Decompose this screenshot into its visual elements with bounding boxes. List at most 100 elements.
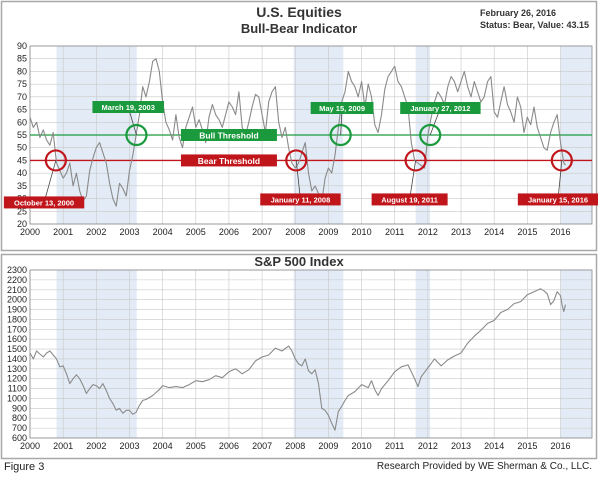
x-tick-label: 2004 [153, 227, 173, 237]
y-tick-label: 75 [17, 79, 27, 89]
report-date: February 26, 2016 [480, 8, 556, 18]
y-tick-label: 80 [17, 66, 27, 76]
y-tick-label: 40 [17, 168, 27, 178]
figure-label: Figure 3 [4, 461, 45, 473]
bear-threshold-label-text: Bear Threshold [198, 156, 260, 166]
y-tick-label: 2200 [7, 275, 27, 285]
x-tick-label: 2012 [418, 227, 438, 237]
y-tick-label: 20 [17, 219, 27, 229]
y-tick-label: 1300 [7, 364, 27, 374]
y-tick-label: 900 [12, 403, 27, 413]
x-tick-label: 2000 [20, 227, 40, 237]
x-tick-label: 2014 [484, 441, 504, 451]
x-tick-label: 2013 [451, 227, 471, 237]
y-tick-label: 65 [17, 105, 27, 115]
signal-leader-line [43, 160, 57, 203]
chart-title: S&P 500 Index [254, 254, 344, 269]
bull-threshold-label-text: Bull Threshold [199, 131, 259, 141]
x-tick-label: 2000 [20, 441, 40, 451]
x-tick-label: 2016 [550, 441, 570, 451]
bull-signal-label: May 15, 2009 [319, 104, 365, 113]
bull-bear-indicator-chart: 2025303540455055606570758085902000200120… [3, 4, 598, 237]
bear-signal-label: January 11, 2008 [271, 195, 331, 204]
x-tick-label: 2016 [550, 227, 570, 237]
x-tick-label: 2008 [285, 227, 305, 237]
chart-title: U.S. Equities [256, 4, 342, 20]
bear-period-shade [293, 270, 344, 438]
sp500-index-chart: 6007008009001000110012001300140015001600… [7, 254, 593, 451]
y-tick-label: 700 [12, 423, 27, 433]
x-tick-label: 2002 [86, 227, 106, 237]
series-line [29, 58, 566, 207]
bull-signal-label-box [400, 102, 481, 114]
y-tick-label: 600 [12, 433, 27, 443]
signal-leader-line [409, 160, 417, 200]
x-tick-label: 2004 [153, 441, 173, 451]
y-tick-label: 1200 [7, 374, 27, 384]
x-tick-label: 2005 [186, 227, 206, 237]
x-tick-label: 2001 [53, 441, 73, 451]
y-tick-label: 60 [17, 117, 27, 127]
bull-signal-label-box [310, 102, 374, 114]
bear-signal-label-box [260, 193, 341, 206]
x-tick-label: 2007 [252, 227, 272, 237]
bear-signal-label-box [517, 193, 598, 206]
y-tick-label: 1100 [8, 384, 27, 394]
bull-signal-label: January 27, 2012 [410, 104, 470, 113]
bear-period-shade [560, 270, 592, 438]
status-text: Status: Bear, Value: 43.15 [480, 20, 589, 30]
x-tick-label: 2010 [352, 227, 372, 237]
x-tick-label: 2005 [186, 441, 206, 451]
x-tick-label: 2010 [352, 441, 372, 451]
y-tick-label: 1900 [7, 305, 27, 315]
bear-signal-label: October 13, 2000 [14, 198, 74, 207]
bull-threshold-label: Bull Threshold [180, 129, 277, 141]
x-tick-label: 2009 [318, 441, 338, 451]
bear-signal-circle [550, 149, 573, 172]
bear-period-shade [415, 270, 431, 438]
x-tick-label: 2011 [385, 441, 404, 451]
y-tick-label: 25 [17, 206, 27, 216]
x-tick-label: 2008 [285, 441, 305, 451]
chart-subtitle: Bull-Bear Indicator [241, 21, 357, 36]
y-tick-label: 1500 [7, 344, 27, 354]
bear-threshold-label: Bear Threshold [180, 154, 277, 167]
bear-signal-label: August 19, 2011 [381, 195, 438, 204]
bear-signal-circle [44, 149, 67, 172]
y-tick-label: 1800 [7, 314, 27, 324]
bull-threshold-label-box [180, 129, 277, 141]
signal-leader-line [295, 160, 301, 200]
x-tick-label: 2007 [252, 441, 272, 451]
y-tick-label: 2300 [7, 265, 27, 275]
x-tick-label: 2014 [484, 227, 504, 237]
bull-signal-circle [125, 123, 148, 147]
y-tick-label: 45 [17, 155, 27, 165]
y-tick-label: 1400 [7, 354, 27, 364]
x-tick-label: 2002 [86, 441, 106, 451]
bull-signal-circle [419, 123, 442, 147]
bull-signal-label-box [92, 101, 165, 113]
x-tick-label: 2003 [119, 441, 139, 451]
x-tick-label: 2003 [119, 227, 139, 237]
x-tick-label: 2012 [418, 441, 438, 451]
y-tick-label: 2000 [7, 295, 27, 305]
bear-signal-circle [404, 149, 427, 172]
series-line [29, 288, 567, 431]
x-tick-label: 2006 [219, 227, 239, 237]
bear-signal-label-box [3, 196, 85, 209]
x-tick-label: 2015 [517, 227, 537, 237]
x-tick-label: 2011 [385, 227, 404, 237]
y-tick-label: 50 [17, 143, 27, 153]
bear-period-shade [56, 270, 137, 438]
x-tick-label: 2001 [53, 227, 73, 237]
bear-signal-label: January 15, 2016 [528, 195, 588, 204]
bull-signal-circle [329, 123, 352, 147]
y-tick-label: 1700 [7, 324, 27, 334]
signal-leader-line [557, 160, 563, 200]
y-tick-label: 90 [17, 41, 27, 51]
y-tick-label: 1000 [7, 393, 27, 403]
bear-signal-label-box [371, 193, 448, 206]
y-tick-label: 2100 [7, 285, 27, 295]
x-tick-label: 2013 [451, 441, 471, 451]
